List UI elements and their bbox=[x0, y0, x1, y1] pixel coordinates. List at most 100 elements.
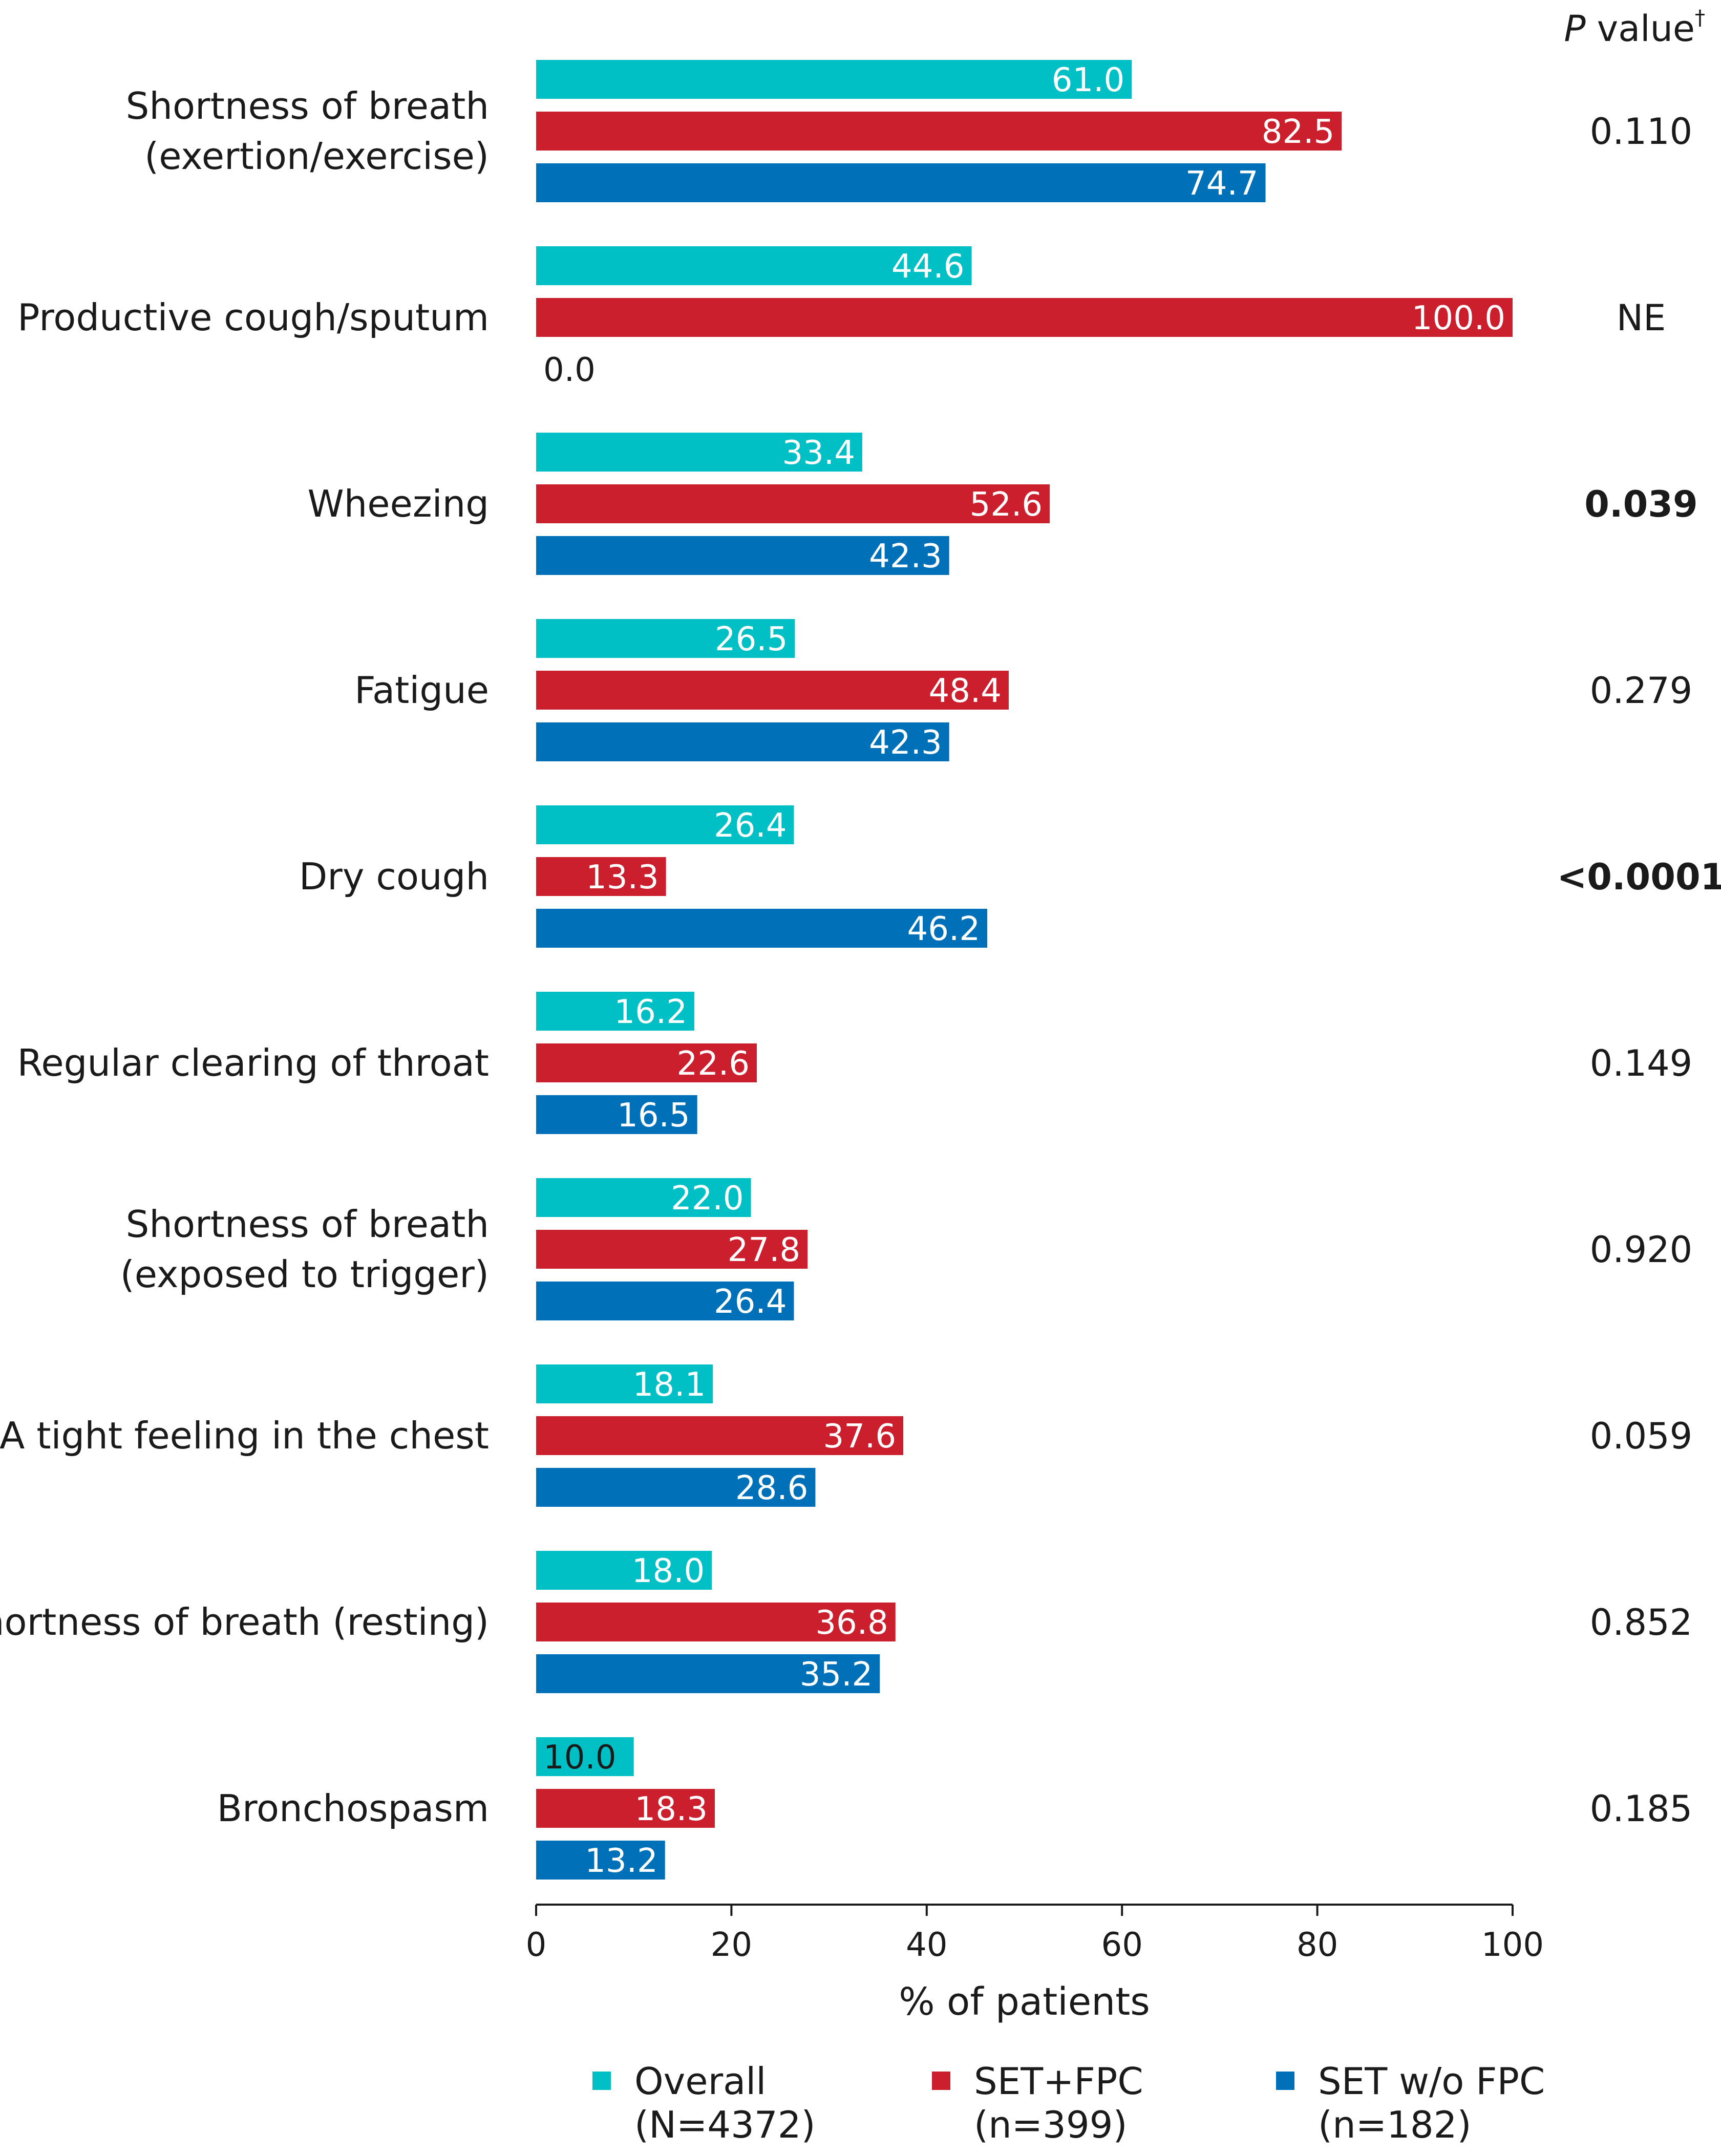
bar bbox=[536, 163, 1266, 202]
bar bbox=[536, 1095, 697, 1134]
bar bbox=[536, 112, 1342, 151]
bar-value-label: 16.2 bbox=[614, 993, 687, 1031]
bar bbox=[536, 433, 862, 472]
p-value: 0.185 bbox=[1590, 1788, 1692, 1830]
bar-value-label: 35.2 bbox=[800, 1656, 873, 1694]
x-tick-label: 20 bbox=[711, 1926, 752, 1964]
p-value: 0.279 bbox=[1590, 670, 1692, 712]
bar-value-label: 74.7 bbox=[1185, 165, 1259, 203]
bar bbox=[536, 1737, 634, 1776]
bar bbox=[536, 1551, 712, 1590]
x-tick-label: 0 bbox=[526, 1926, 547, 1964]
category-label: Shortness of breath (resting) bbox=[0, 1600, 489, 1643]
bar-labels-group: 61.0 82.574.7 44.6 100.0 0.0 33.4 52.6 42.3 26.5… bbox=[543, 61, 1505, 1880]
legend-swatch bbox=[1276, 2072, 1294, 2090]
bar-value-label: 52.6 bbox=[970, 486, 1043, 524]
bar bbox=[536, 619, 795, 658]
category-label: (exposed to trigger) bbox=[120, 1253, 489, 1296]
p-value-header-italic: P bbox=[1564, 8, 1586, 50]
bar bbox=[536, 1416, 904, 1455]
bar-value-label: 42.3 bbox=[869, 538, 942, 575]
p-value-header-text: value bbox=[1586, 8, 1695, 50]
category-label: Dry cough bbox=[299, 855, 489, 898]
x-axis-title: % of patients bbox=[899, 1980, 1150, 2024]
bar bbox=[536, 60, 1132, 99]
bar-value-label: 26.4 bbox=[714, 807, 787, 845]
bar bbox=[536, 1841, 665, 1880]
bar-value-label: 46.2 bbox=[907, 910, 981, 948]
p-value: 0.852 bbox=[1590, 1602, 1692, 1643]
bar bbox=[536, 805, 794, 844]
legend-sublabel: (n=399) bbox=[974, 2103, 1128, 2146]
p-values-group: P value† 0.110 NE 0.039 0.279 <0.0001 0.149 0.9… bbox=[1557, 6, 1721, 1830]
bar bbox=[536, 1603, 896, 1641]
category-label: Shortness of breath bbox=[126, 84, 489, 127]
bars-group bbox=[536, 60, 1513, 1880]
p-value: <0.0001 bbox=[1557, 856, 1721, 898]
bar-value-label: 37.6 bbox=[823, 1418, 897, 1456]
legend-sublabel: (N=4372) bbox=[634, 2103, 816, 2146]
legend-swatch bbox=[932, 2072, 950, 2090]
p-value: NE bbox=[1617, 297, 1666, 339]
bar bbox=[536, 671, 1009, 710]
legend-label: SET+FPC bbox=[974, 2060, 1143, 2103]
p-value-header: P value† bbox=[1564, 6, 1705, 50]
bar-value-label: 18.1 bbox=[633, 1366, 706, 1404]
bar-value-label: 10.0 bbox=[543, 1739, 617, 1777]
category-label: Productive cough/sputum bbox=[17, 296, 489, 339]
bar-value-label: 22.0 bbox=[671, 1180, 744, 1218]
bar-value-label: 16.5 bbox=[617, 1097, 690, 1135]
bar bbox=[536, 857, 666, 896]
bar-value-label: 42.3 bbox=[869, 724, 942, 762]
p-value: 0.149 bbox=[1590, 1042, 1692, 1084]
x-tick-label: 60 bbox=[1101, 1926, 1142, 1964]
category-label: Wheezing bbox=[307, 482, 489, 525]
legend-swatch bbox=[592, 2072, 611, 2090]
legend-label: Overall bbox=[634, 2060, 766, 2103]
bar bbox=[536, 1282, 794, 1320]
bar-value-label: 33.4 bbox=[782, 434, 855, 472]
bar-value-label: 61.0 bbox=[1052, 61, 1125, 99]
bar-value-label: 44.6 bbox=[891, 248, 965, 286]
x-tick-label: 40 bbox=[906, 1926, 947, 1964]
legend: Overall(N=4372) SET+FPC(n=399) SET w/o FPC… bbox=[592, 2060, 1545, 2146]
bar bbox=[536, 246, 972, 285]
bar-value-label: 26.4 bbox=[714, 1283, 787, 1321]
x-tick-label: 100 bbox=[1481, 1926, 1544, 1964]
bar bbox=[536, 1654, 880, 1693]
bar-value-label: 27.8 bbox=[728, 1231, 801, 1269]
bar bbox=[536, 1789, 715, 1828]
p-value: 0.059 bbox=[1590, 1415, 1692, 1457]
bar-value-label: 13.3 bbox=[586, 859, 659, 896]
category-label: Bronchospasm bbox=[217, 1787, 489, 1830]
p-value: 0.920 bbox=[1590, 1229, 1692, 1271]
bar bbox=[536, 722, 949, 761]
bar-value-label: 28.6 bbox=[735, 1469, 809, 1507]
category-label: Shortness of breath bbox=[126, 1203, 489, 1246]
p-value-header-dagger: † bbox=[1695, 6, 1705, 30]
legend-label: SET w/o FPC bbox=[1318, 2060, 1545, 2103]
bar bbox=[536, 536, 949, 575]
bar-value-label: 0.0 bbox=[543, 351, 596, 389]
category-label: (exertion/exercise) bbox=[144, 135, 489, 178]
bar-value-label: 36.8 bbox=[815, 1604, 888, 1642]
x-axis: 0 20 40 60 80 100 % of patients bbox=[526, 1904, 1544, 2024]
p-value: 0.039 bbox=[1584, 483, 1697, 525]
category-label: Fatigue bbox=[354, 669, 489, 712]
x-tick-label: 80 bbox=[1297, 1926, 1338, 1964]
bar-value-label: 18.3 bbox=[634, 1790, 708, 1828]
bar bbox=[536, 298, 1513, 337]
legend-sublabel: (n=182) bbox=[1318, 2103, 1472, 2146]
bar bbox=[536, 909, 988, 948]
bar-value-label: 100.0 bbox=[1412, 300, 1505, 337]
bar bbox=[536, 1468, 816, 1507]
category-label: A tight feeling in the chest bbox=[0, 1414, 489, 1457]
bar bbox=[536, 1364, 713, 1403]
bar-value-label: 13.2 bbox=[585, 1842, 658, 1880]
bar-value-label: 22.6 bbox=[676, 1045, 750, 1083]
bar bbox=[536, 1178, 751, 1217]
bar-value-label: 48.4 bbox=[928, 672, 1002, 710]
bar-value-label: 26.5 bbox=[715, 621, 788, 658]
p-value: 0.110 bbox=[1590, 111, 1692, 153]
